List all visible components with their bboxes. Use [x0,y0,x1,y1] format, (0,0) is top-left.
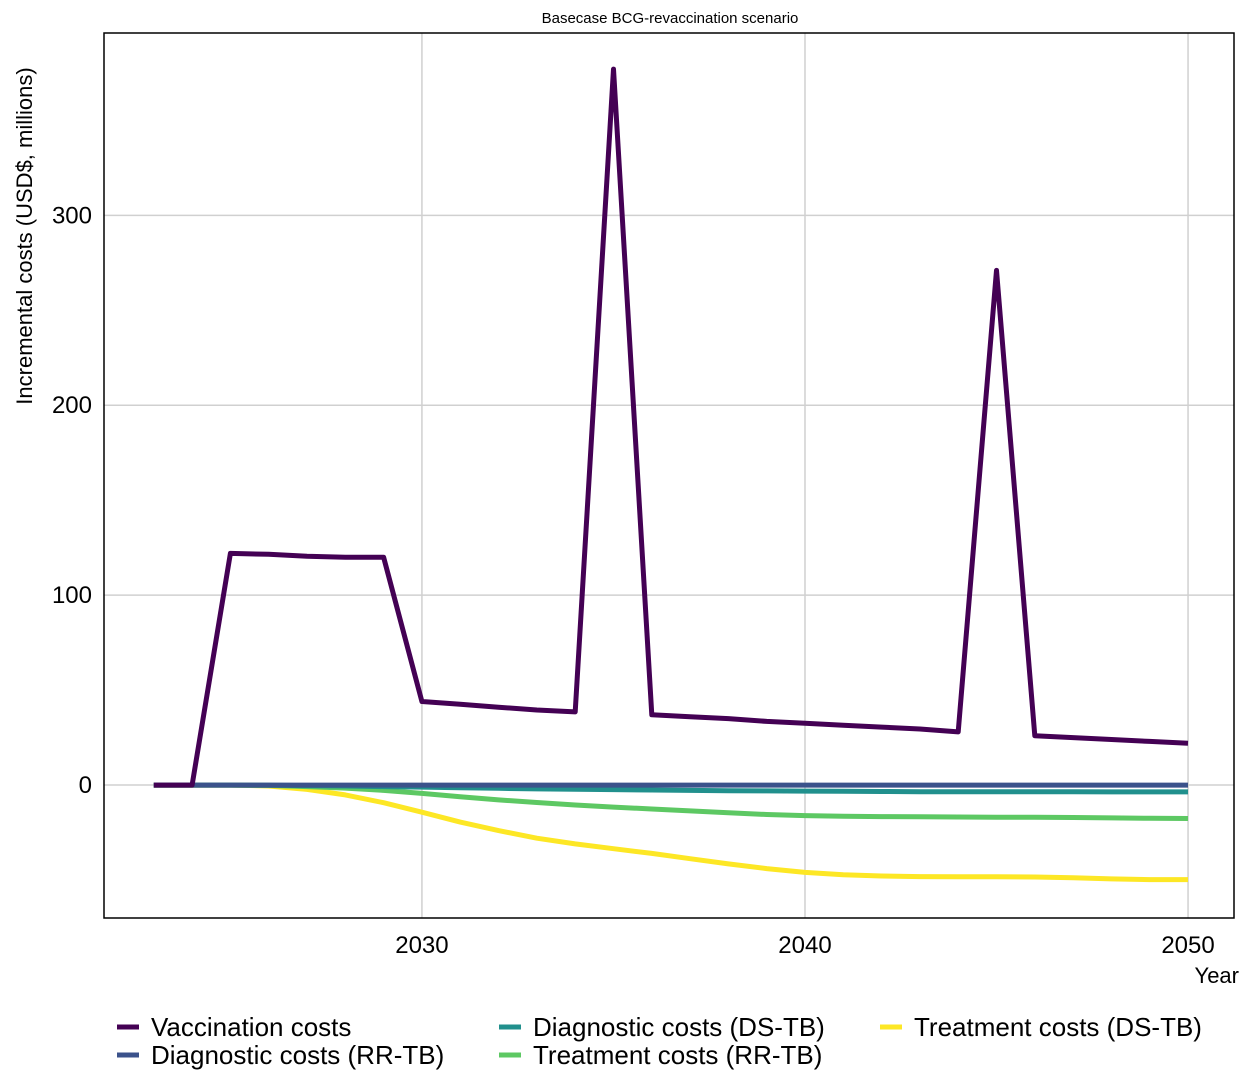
series-line-treatment-costs-ds-tb [153,782,1188,883]
y-tick-label: 200 [52,392,92,419]
x-tick-label: 2030 [395,932,448,959]
x-tick-label: 2050 [1161,932,1214,959]
y-axis-title: Incremental costs (USD$, millions) [12,67,37,404]
x-axis-ticks: 2030 2040 2050 [395,932,1214,959]
legend-label: Treatment costs (RR-TB) [533,1040,822,1070]
series-line-vaccination-costs [153,66,1189,788]
legend-label: Vaccination costs [151,1012,351,1042]
legend-label: Treatment costs (DS-TB) [914,1012,1202,1042]
series-lines [153,66,1189,883]
x-tick-label: 2040 [778,932,831,959]
y-tick-label: 0 [79,772,92,799]
x-axis-title: Year [1195,963,1239,988]
legend-label: Diagnostic costs (RR-TB) [151,1040,444,1070]
y-axis-ticks: 0 100 200 300 [52,202,92,799]
chart-title: Basecase BCG-revaccination scenario [542,10,799,27]
legend-label: Diagnostic costs (DS-TB) [533,1012,825,1042]
y-tick-label: 300 [52,202,92,229]
y-tick-label: 100 [52,582,92,609]
plot-panel-border [103,32,1235,919]
